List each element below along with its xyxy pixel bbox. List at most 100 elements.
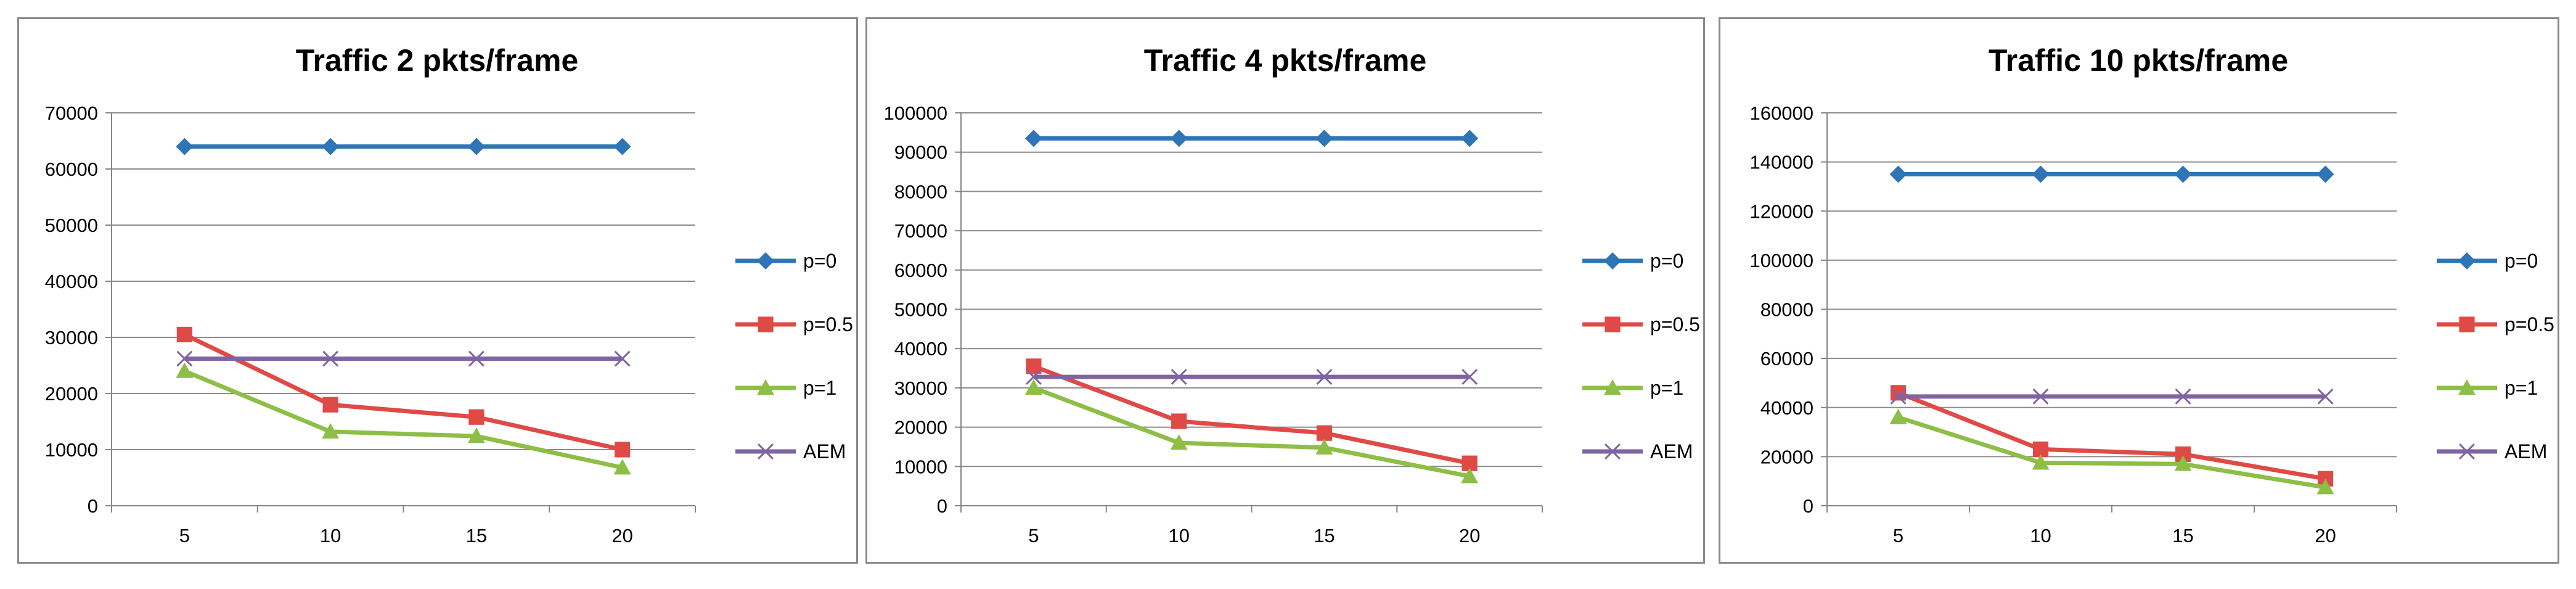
data-point-aem [2317, 388, 2334, 405]
chart-panel-2: Traffic 4 pkts/frame 0 10000 20000 30000 4000… [865, 17, 1705, 564]
data-point-aem [1316, 369, 1333, 385]
legend-marker [1604, 252, 1621, 270]
series-aem [1890, 388, 2334, 405]
y-tick-label: 40000 [45, 271, 98, 292]
y-tick-label: 30000 [45, 327, 98, 348]
series-p-1 [1024, 379, 1479, 484]
y-tick-label: 70000 [894, 220, 947, 242]
y-tick-label: 160000 [1750, 102, 1813, 124]
series-p-0-5 [176, 326, 631, 458]
series-line-p-0-5 [183, 332, 623, 452]
data-point-p-0-5 [322, 397, 338, 413]
y-tick-label: 20000 [45, 383, 98, 405]
chart-title: Traffic 4 pkts/frame [1144, 43, 1427, 78]
legend-label: p=1 [803, 377, 836, 399]
chart-1: Traffic 2 pkts/frame 0 10000 20000 30000 4000… [45, 43, 853, 546]
series-p-1 [1889, 408, 2334, 495]
y-tick-label: 60000 [894, 260, 947, 281]
data-point-p-0 [1315, 130, 1333, 147]
legend-label: p=1 [1650, 377, 1683, 399]
legend-marker [2458, 252, 2476, 270]
data-point-aem [1025, 369, 1042, 385]
data-point-p-0 [176, 138, 194, 155]
y-tick-label: 10000 [894, 456, 947, 477]
y-tick-label: 40000 [1760, 397, 1813, 419]
data-point-aem [2175, 388, 2191, 405]
data-point-aem [614, 350, 631, 367]
x-tick-label: 20 [1459, 525, 1480, 546]
y-tick-label: 60000 [1760, 348, 1813, 369]
data-point-p-1 [2032, 454, 2050, 470]
y-tick-label: 0 [88, 495, 98, 517]
legend-item-p-0-5: p=0.5 [735, 313, 853, 336]
y-tick-label: 0 [937, 495, 947, 517]
data-point-p-1 [1461, 467, 1479, 484]
chart-panel-3: Traffic 10 pkts/frame 0 20000 40000 60000 800… [1719, 17, 2559, 564]
legend-item-p-0: p=0 [2437, 250, 2538, 272]
data-point-p-0 [467, 138, 485, 155]
legend-item-p-0: p=0 [1582, 250, 1683, 272]
chart-3: Traffic 10 pkts/frame 0 20000 40000 60000 800… [1750, 43, 2554, 546]
data-point-p-0 [322, 138, 340, 155]
series-aem [1025, 369, 1478, 385]
legend-marker [758, 316, 774, 332]
y-tick-label: 140000 [1750, 152, 1813, 173]
legend-marker [1604, 379, 1621, 395]
data-point-p-0 [613, 138, 631, 155]
legend-item-p-1: p=1 [1582, 377, 1683, 399]
chart-title: Traffic 10 pkts/frame [1989, 43, 2288, 78]
series-line-p-1 [1032, 385, 1470, 479]
series-line-p-0-5 [1897, 390, 2326, 481]
chart-title: Traffic 2 pkts/frame [296, 43, 579, 78]
legend-item-p-0: p=0 [735, 250, 836, 272]
chart-2: Traffic 4 pkts/frame 0 10000 20000 30000 4000… [884, 43, 1700, 546]
y-tick-label: 30000 [894, 377, 947, 399]
data-point-aem [176, 350, 193, 367]
y-tick-label: 20000 [1760, 446, 1813, 467]
series-p-0 [1024, 130, 1479, 147]
series-p-0 [176, 138, 631, 155]
data-point-p-0 [2316, 165, 2334, 183]
legend-label: p=0.5 [1650, 313, 1700, 336]
y-tick-label: 20000 [894, 417, 947, 439]
legend-label: p=1 [2504, 377, 2538, 399]
legend-marker [2459, 443, 2475, 459]
data-point-p-1 [1315, 439, 1333, 455]
series-p-0-5 [1890, 385, 2334, 487]
x-tick-label: 10 [2030, 525, 2051, 546]
x-tick-label: 15 [1314, 525, 1335, 546]
x-tick-label: 20 [2315, 525, 2336, 546]
data-point-p-1 [2174, 455, 2192, 471]
legend-label: p=0 [1650, 250, 1683, 272]
chart-panel-1: Traffic 2 pkts/frame 0 10000 20000 30000 4000… [17, 17, 858, 564]
data-point-aem [322, 350, 339, 367]
legend-marker [2458, 379, 2476, 395]
data-point-p-1 [176, 362, 194, 378]
x-tick-label: 15 [2172, 525, 2193, 546]
y-tick-label: 80000 [894, 181, 947, 202]
data-point-aem [468, 350, 485, 367]
x-tick-label: 15 [466, 525, 487, 546]
data-point-aem [1171, 369, 1187, 385]
y-tick-label: 100000 [884, 102, 947, 124]
legend-marker [2459, 316, 2475, 332]
legend-marker [1605, 443, 1621, 459]
data-point-p-0 [1461, 130, 1479, 147]
legend-item-p-1: p=1 [735, 377, 836, 399]
data-point-p-1 [613, 459, 631, 475]
data-point-aem [1890, 388, 1907, 405]
legend-label: AEM [803, 440, 846, 463]
x-tick-label: 5 [1028, 525, 1039, 546]
series-line-p-1 [1897, 415, 2326, 490]
y-tick-label: 10000 [45, 439, 98, 461]
legend-label: AEM [2504, 440, 2547, 463]
data-point-p-1 [1024, 379, 1042, 395]
legend-item-p-0-5: p=0.5 [1582, 313, 1700, 336]
legend-marker [757, 252, 774, 270]
data-point-p-0 [1024, 130, 1042, 147]
legend-marker [757, 379, 774, 395]
data-point-p-0 [1170, 130, 1188, 147]
legend-item-p-1: p=1 [2437, 377, 2538, 399]
y-tick-label: 70000 [45, 102, 98, 124]
y-tick-label: 50000 [894, 299, 947, 321]
